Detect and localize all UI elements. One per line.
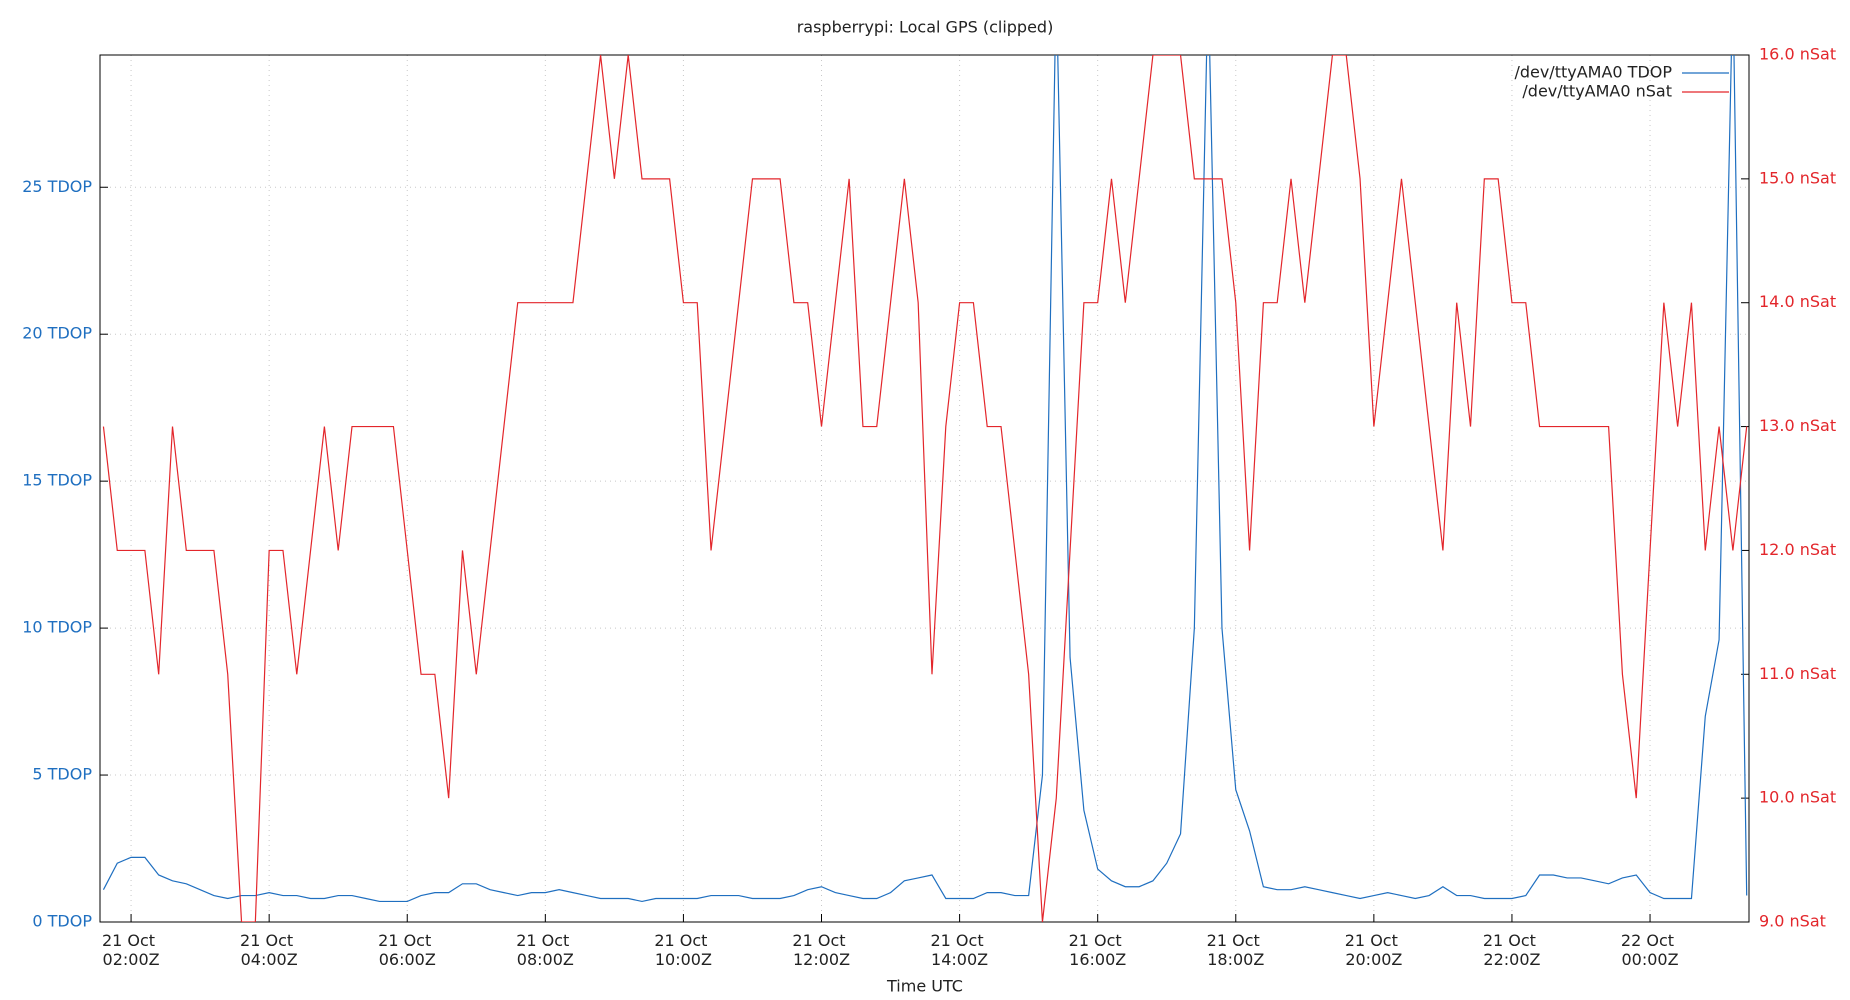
series-line <box>102 55 1748 922</box>
series-line <box>102 55 1748 903</box>
y2-tick-label: 12.0 nSat <box>1759 540 1836 559</box>
x-tick-label: 21 Oct 18:00Z <box>1207 931 1265 969</box>
y2-tick-label: 11.0 nSat <box>1759 664 1836 683</box>
y2-tick-label: 14.0 nSat <box>1759 292 1836 311</box>
y-tick-label: 10 TDOP <box>22 618 92 637</box>
y2-tick-label: 9.0 nSat <box>1759 912 1826 931</box>
x-tick-label: 21 Oct 04:00Z <box>240 931 298 969</box>
x-tick-label: 21 Oct 08:00Z <box>516 931 574 969</box>
x-tick-label: 21 Oct 12:00Z <box>792 931 850 969</box>
legend-label: /dev/ttyAMA0 nSat <box>1522 82 1672 101</box>
y2-tick-label: 13.0 nSat <box>1759 416 1836 435</box>
x-tick-label: 21 Oct 20:00Z <box>1345 931 1403 969</box>
x-tick-label: 21 Oct 10:00Z <box>654 931 712 969</box>
plot-frame <box>99 54 1750 923</box>
x-tick-label: 22 Oct 00:00Z <box>1621 931 1679 969</box>
y-tick-label: 15 TDOP <box>22 471 92 490</box>
legend-label: /dev/ttyAMA0 TDOP <box>1514 63 1672 82</box>
x-tick-label: 21 Oct 22:00Z <box>1483 931 1541 969</box>
x-tick-label: 21 Oct 06:00Z <box>378 931 436 969</box>
y2-tick-label: 15.0 nSat <box>1759 168 1836 187</box>
y-tick-label: 0 TDOP <box>32 912 92 931</box>
x-tick-label: 21 Oct 02:00Z <box>102 931 160 969</box>
x-axis-label: Time UTC <box>886 977 963 996</box>
x-tick-label: 21 Oct 16:00Z <box>1069 931 1127 969</box>
x-tick-label: 21 Oct 14:00Z <box>930 931 988 969</box>
y-tick-label: 25 TDOP <box>22 177 92 196</box>
y-tick-label: 20 TDOP <box>22 324 92 343</box>
y2-tick-label: 10.0 nSat <box>1759 788 1836 807</box>
chart-title: raspberrypi: Local GPS (clipped) <box>797 18 1054 37</box>
y2-tick-label: 16.0 nSat <box>1759 45 1836 64</box>
y-tick-label: 5 TDOP <box>32 765 92 784</box>
